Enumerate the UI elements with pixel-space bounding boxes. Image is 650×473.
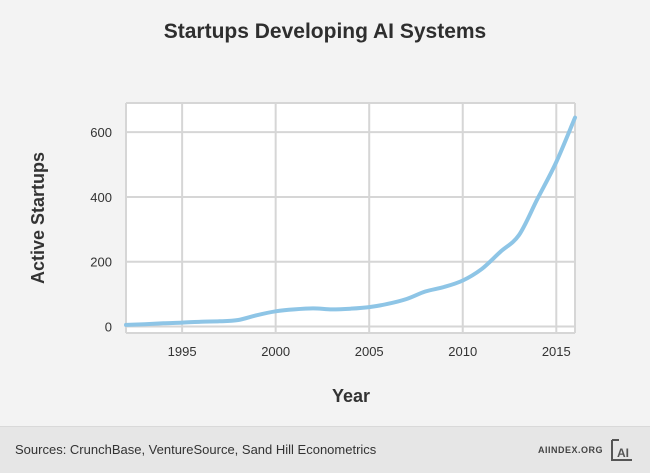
x-tick-label: 2000 (261, 344, 290, 359)
plot-area (126, 103, 575, 333)
y-tick-labels: 0 200 400 600 (90, 125, 112, 334)
line-chart: 1995 2000 2005 2010 2015 0 200 400 600 Year Act… (28, 102, 577, 406)
logo-text: AI (617, 446, 629, 460)
y-tick-label: 400 (90, 190, 112, 205)
horizontal-gridlines (126, 102, 575, 334)
x-tick-label: 2015 (542, 344, 571, 359)
sources-text: Sources: CrunchBase, VentureSource, Sand… (15, 442, 377, 457)
series-line-active-startups (124, 115, 577, 327)
vertical-gridlines (125, 103, 576, 333)
chart-title: Startups Developing AI Systems (163, 20, 487, 43)
site-link[interactable]: AIINDEX.ORG (538, 445, 604, 455)
x-tick-label: 1995 (168, 344, 197, 359)
y-tick-label: 200 (90, 255, 112, 270)
ai-index-logo-icon: AI (611, 439, 632, 461)
y-axis-label: Active Startups (28, 152, 48, 284)
x-axis-label: Year (332, 386, 370, 406)
x-tick-label: 2005 (355, 344, 384, 359)
y-tick-label: 600 (90, 125, 112, 140)
y-tick-label: 0 (105, 320, 112, 335)
x-tick-label: 2010 (448, 344, 477, 359)
footer: Sources: CrunchBase, VentureSource, Sand… (0, 426, 650, 473)
x-tick-labels: 1995 2000 2005 2010 2015 (168, 344, 571, 359)
